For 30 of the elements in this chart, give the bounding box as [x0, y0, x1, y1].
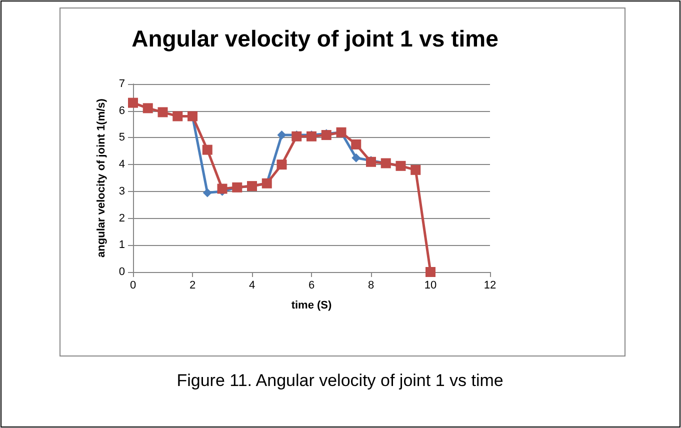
point: [142, 103, 153, 114]
point: [352, 153, 361, 162]
y-tick-label: 5: [118, 132, 125, 144]
point: [202, 144, 212, 155]
y-axis-title: angular velocity of joint 1(m/s): [96, 98, 108, 258]
y-tick-label: 0: [118, 266, 125, 278]
x-tick-label: 12: [484, 280, 496, 292]
x-tick-label: 10: [424, 280, 437, 292]
x-tick-label: 6: [308, 280, 315, 292]
y-tick-label: 2: [118, 212, 125, 224]
point: [351, 139, 362, 150]
point: [158, 107, 168, 118]
point: [202, 188, 212, 198]
x-tick-label: 4: [248, 280, 256, 292]
y-tick-label: 1: [118, 239, 125, 252]
point: [426, 267, 436, 277]
y-tick-label: 4: [118, 158, 125, 171]
y-tick-label: 3: [118, 185, 125, 198]
y-tick-label: 6: [118, 104, 125, 117]
point: [128, 98, 138, 108]
x-tick-label: 2: [189, 280, 196, 292]
x-tick-label: 0: [130, 280, 136, 292]
x-axis-title: time (S): [291, 300, 332, 312]
chart-title: Angular velocity of joint 1 vs time: [132, 26, 498, 52]
point: [410, 164, 421, 175]
caption: Figure 11. Angular velocity of joint 1 vs time: [176, 371, 504, 390]
point: [276, 160, 287, 170]
x-tick-label: 8: [368, 280, 374, 292]
y-tick-label: 7: [118, 78, 125, 90]
point: [277, 130, 286, 140]
